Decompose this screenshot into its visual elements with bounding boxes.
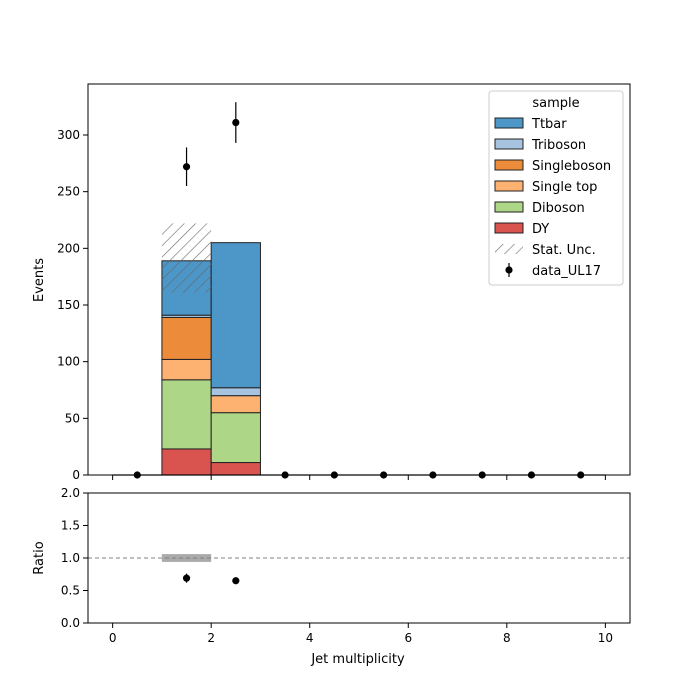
- bar: [161, 358, 212, 381]
- ratio-ylabel: Ratio: [32, 541, 47, 574]
- ytick-label: 50: [65, 411, 80, 425]
- legend-swatch: [494, 159, 524, 171]
- legend-swatch: [494, 201, 524, 213]
- legend-swatch: [494, 222, 524, 234]
- main-frame: [87, 83, 631, 476]
- legend-label: Ttbar: [531, 117, 567, 132]
- legend-label: data_UL17: [532, 264, 601, 279]
- legend-entry: Stat. Unc.: [495, 243, 596, 258]
- legend-label: DY: [532, 222, 549, 237]
- bar: [210, 387, 261, 397]
- bar: [210, 462, 261, 476]
- legend-label: Triboson: [531, 138, 586, 153]
- ratio-ytick-label: 1.0: [61, 551, 80, 565]
- legend-entry: data_UL17: [505, 263, 601, 279]
- ytick-label: 300: [57, 128, 80, 142]
- stat-unc-band: [161, 223, 212, 293]
- ytick-label: 150: [57, 298, 80, 312]
- bar: [161, 448, 212, 476]
- bar: [210, 395, 261, 414]
- series-ttbar: [161, 242, 261, 389]
- bar: [210, 412, 261, 464]
- legend-label: Diboson: [532, 201, 585, 216]
- legend-entry: Diboson: [494, 201, 585, 216]
- legend-swatch: [494, 117, 524, 129]
- legend-label: Stat. Unc.: [532, 243, 596, 258]
- legend-entry: Single top: [494, 180, 597, 195]
- legend-entry: DY: [494, 222, 549, 237]
- legend-entry: Triboson: [494, 138, 586, 153]
- data-point: [182, 163, 191, 171]
- legend-label: Singleboson: [532, 159, 611, 174]
- ratio-xtick-label: 8: [503, 631, 511, 645]
- legend: sample Ttbar Triboson Singleboson Single top…: [488, 90, 624, 286]
- ytick-label: 100: [57, 355, 80, 369]
- ytick-label: 250: [57, 185, 80, 199]
- ratio-point: [182, 574, 191, 582]
- data-point: [232, 118, 240, 127]
- xlabel: Jet multiplicity: [310, 652, 405, 667]
- series-singleboson: [161, 316, 212, 360]
- legend-swatch: [495, 244, 523, 254]
- ratio-xtick-label: 10: [598, 631, 613, 645]
- ratio-ytick-label: 2.0: [61, 486, 80, 500]
- legend-swatch: [494, 138, 524, 150]
- ratio-xtick-label: 2: [207, 631, 215, 645]
- legend-marker: [505, 266, 513, 274]
- bar: [161, 379, 212, 450]
- ratio-xtick-label: 0: [109, 631, 117, 645]
- legend-entry: Ttbar: [494, 117, 567, 132]
- series-diboson: [161, 379, 261, 464]
- ratio-ytick-label: 1.5: [61, 519, 80, 533]
- ratio-ytick-label: 0.5: [61, 584, 80, 598]
- ytick-label: 0: [72, 468, 80, 482]
- legend-label: Single top: [532, 180, 597, 195]
- ratio-point: [232, 577, 240, 585]
- legend-title: sample: [532, 96, 579, 111]
- legend-entry: Singleboson: [494, 159, 611, 174]
- ratio-xtick-label: 6: [404, 631, 412, 645]
- bar: [210, 242, 261, 389]
- ratio-xtick-label: 4: [306, 631, 314, 645]
- legend-swatch: [494, 180, 524, 192]
- main-ylabel: Events: [32, 258, 47, 302]
- ratio-plot: 0.0 0.5 1.0 1.5 2.0 0 2 4 6 8 10: [61, 486, 631, 645]
- bar: [161, 316, 212, 360]
- ratio-ytick-label: 0.0: [61, 616, 80, 630]
- main-plot: 0 50 100 150 200 250 300: [57, 83, 631, 482]
- ytick-label: 200: [57, 241, 80, 255]
